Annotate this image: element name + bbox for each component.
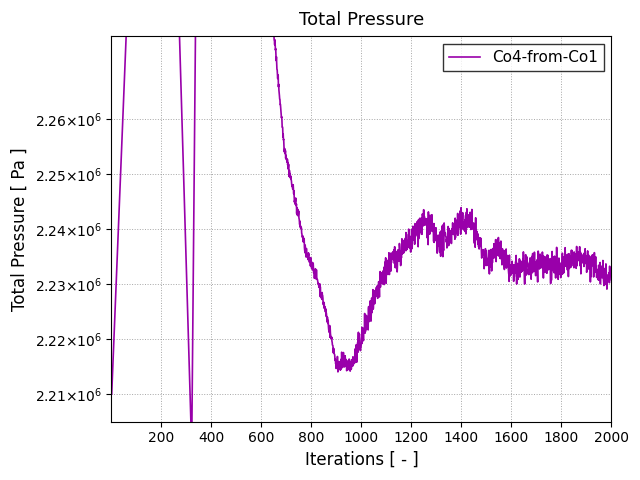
Title: Total Pressure: Total Pressure xyxy=(299,11,424,29)
Line: Co4-from-Co1: Co4-from-Co1 xyxy=(112,0,611,449)
Co4-from-Co1 xyxy=(351,360,359,365)
Co4-from-Co1 xyxy=(338,359,346,364)
Co4-from-Co1 xyxy=(607,277,615,283)
Co4-from-Co1 xyxy=(502,256,509,262)
Legend: Co4-from-Co1: Co4-from-Co1 xyxy=(443,44,604,71)
Co4-from-Co1 xyxy=(188,446,196,452)
Co4-from-Co1 xyxy=(108,391,116,397)
X-axis label: Iterations [ - ]: Iterations [ - ] xyxy=(305,451,419,469)
Co4-from-Co1 xyxy=(593,266,601,272)
Co4-from-Co1 xyxy=(593,269,601,275)
Y-axis label: Total Pressure [ Pa ]: Total Pressure [ Pa ] xyxy=(11,147,29,311)
